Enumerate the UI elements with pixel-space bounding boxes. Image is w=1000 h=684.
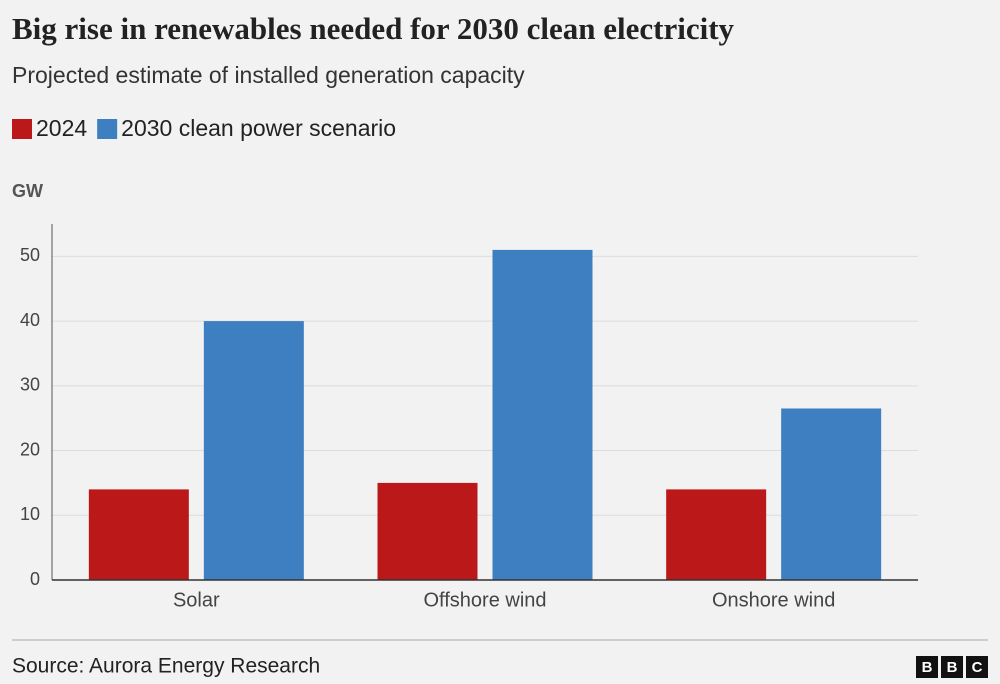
logo-box xyxy=(966,656,988,678)
bar xyxy=(377,482,478,580)
logo-box xyxy=(916,656,938,678)
legend-label: 2030 clean power scenario xyxy=(121,115,396,141)
legend-label: 2024 xyxy=(36,115,87,141)
y-tick-label: 50 xyxy=(20,245,40,265)
logo-letter: B xyxy=(947,659,958,676)
source: Source: Aurora Energy Research xyxy=(12,655,320,678)
y-axis-label: GW xyxy=(12,181,43,201)
logo-box xyxy=(941,656,963,678)
logo-letter: B xyxy=(922,659,933,676)
legend-swatch xyxy=(12,119,32,139)
y-tick-label: 20 xyxy=(20,439,40,459)
bar xyxy=(492,249,593,580)
y-tick-label: 10 xyxy=(20,504,40,524)
y-tick-label: 40 xyxy=(20,310,40,330)
x-tick-label: Offshore wind xyxy=(423,589,546,611)
y-tick-label: 0 xyxy=(30,569,40,589)
x-tick-label: Solar xyxy=(173,589,220,611)
legend-swatch xyxy=(97,119,118,139)
bar xyxy=(666,489,767,580)
bar xyxy=(88,489,189,580)
x-tick-label: Onshore wind xyxy=(712,589,835,611)
chart-subtitle: Projected estimate of installed generati… xyxy=(12,62,525,88)
logo-letter: C xyxy=(972,659,983,676)
bar xyxy=(781,408,882,580)
logo: B B C xyxy=(916,656,988,678)
chart-title: Big rise in renewables needed for 2030 c… xyxy=(12,11,735,46)
y-tick-label: 30 xyxy=(20,375,40,395)
bar xyxy=(203,321,304,580)
